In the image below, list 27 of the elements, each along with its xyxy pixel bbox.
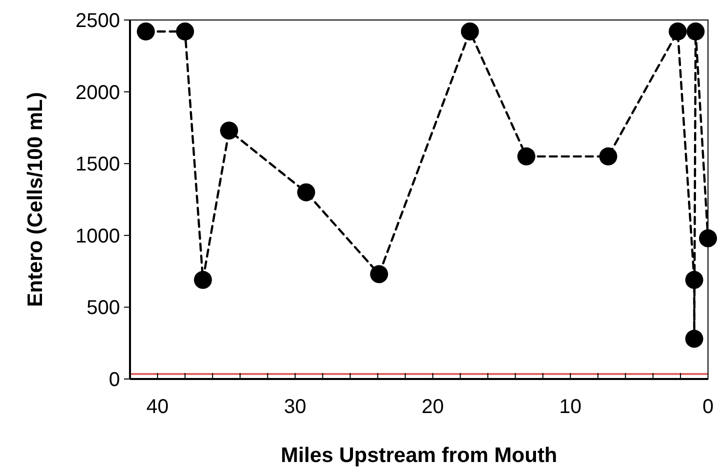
point: [370, 265, 388, 284]
point: [599, 147, 618, 166]
point: [176, 22, 194, 40]
y-tick-label: 2500: [76, 10, 120, 32]
point: [517, 147, 536, 166]
point: [220, 122, 238, 140]
y-axis-title: Entero (Cells/100 mL): [24, 92, 47, 307]
y-tick-label: 2000: [76, 82, 120, 104]
point: [297, 183, 316, 202]
point: [686, 22, 705, 40]
x-axis-title: Miles Upstream from Mouth: [280, 444, 558, 467]
y-tick-label: 0: [108, 369, 120, 391]
point: [699, 229, 717, 248]
x-tick-label: 10: [559, 396, 582, 418]
y-tick-label: 500: [86, 297, 120, 320]
point: [194, 270, 212, 289]
y-tick-label: 1000: [76, 225, 120, 248]
point: [668, 22, 687, 40]
x-tick-label: 30: [284, 396, 306, 418]
point: [685, 270, 704, 289]
point: [136, 22, 155, 40]
y-tick-label: 1500: [76, 154, 120, 176]
x-tick-label: 0: [702, 396, 714, 418]
point: [685, 330, 704, 348]
x-tick-label: 20: [422, 396, 444, 418]
point: [460, 22, 479, 40]
x-tick-label: 40: [146, 396, 169, 418]
